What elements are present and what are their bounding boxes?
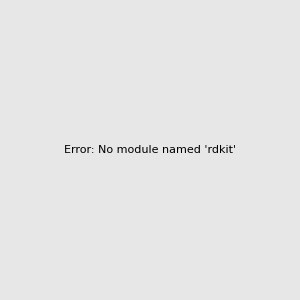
Text: Error: No module named 'rdkit': Error: No module named 'rdkit': [64, 145, 236, 155]
